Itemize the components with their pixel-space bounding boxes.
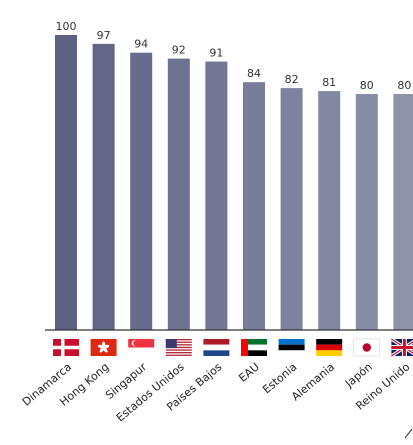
flag-united-states-icon — [165, 339, 192, 356]
bar — [92, 43, 115, 330]
data-label: 100 — [56, 20, 77, 33]
data-label: 92 — [172, 44, 186, 57]
flag-japan-icon — [353, 338, 381, 357]
bar — [243, 82, 265, 330]
category-label: EAU — [236, 360, 262, 384]
bar — [55, 35, 77, 330]
flag-estonia-icon — [278, 339, 305, 356]
flag-netherlands-icon — [203, 339, 230, 356]
bars-group: 100 97 94 92 91 84 82 81 80 80 — [55, 20, 413, 331]
bar — [205, 61, 228, 331]
flag-germany-icon — [316, 339, 343, 356]
flag-hong-kong-icon — [90, 339, 117, 356]
flag-singapore-icon — [128, 339, 155, 356]
bar — [167, 58, 190, 330]
data-label: 80 — [360, 79, 374, 92]
cropped-label-fragment — [404, 428, 413, 439]
flag-denmark-icon — [53, 339, 79, 356]
bar — [393, 94, 413, 330]
data-label: 94 — [134, 38, 148, 51]
flag-united-kingdom-icon — [390, 337, 413, 358]
bar — [280, 88, 303, 330]
bar — [355, 94, 378, 330]
flags-group — [53, 337, 413, 358]
data-label: 82 — [285, 73, 299, 86]
category-label: Japón — [342, 360, 375, 390]
bar — [318, 91, 341, 330]
data-label: 97 — [97, 29, 111, 42]
category-label: Estados Unidos — [114, 360, 187, 424]
data-label: 80 — [397, 79, 411, 92]
data-label: 91 — [209, 47, 223, 60]
bar — [130, 52, 153, 330]
data-label: 84 — [247, 67, 261, 80]
data-label: 81 — [322, 76, 336, 89]
flag-uae-icon — [241, 339, 267, 356]
